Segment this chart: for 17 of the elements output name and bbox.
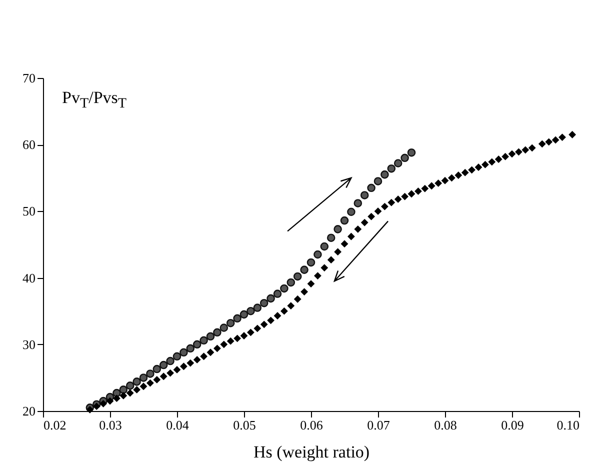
y-tick-label: 20 — [22, 404, 36, 418]
x-tick-label: 0.03 — [99, 418, 122, 432]
y-tick-label: 50 — [22, 204, 36, 219]
x-tick-label: 0.09 — [501, 418, 524, 432]
x-tick-label: 0.02 — [44, 418, 66, 432]
x-tick-label: 0.10 — [556, 418, 580, 432]
y-tick-label: 60 — [22, 137, 36, 152]
x-tick-label: 0.06 — [300, 418, 324, 432]
x-axis-title: Hs (weight ratio) — [253, 442, 370, 462]
x-tick-label: 0.08 — [434, 418, 457, 432]
y-tick-label: 40 — [22, 270, 36, 286]
x-tick-label: 0.05 — [233, 418, 256, 432]
y-axis-title: Pv$_{T}$/Pvs$_{T}$ — [62, 88, 127, 112]
y-tick-label: 30 — [22, 336, 36, 352]
y-tick-label: 70 — [22, 70, 36, 86]
x-tick-label: 0.04 — [166, 418, 190, 432]
x-tick-label: 0.07 — [367, 418, 390, 432]
